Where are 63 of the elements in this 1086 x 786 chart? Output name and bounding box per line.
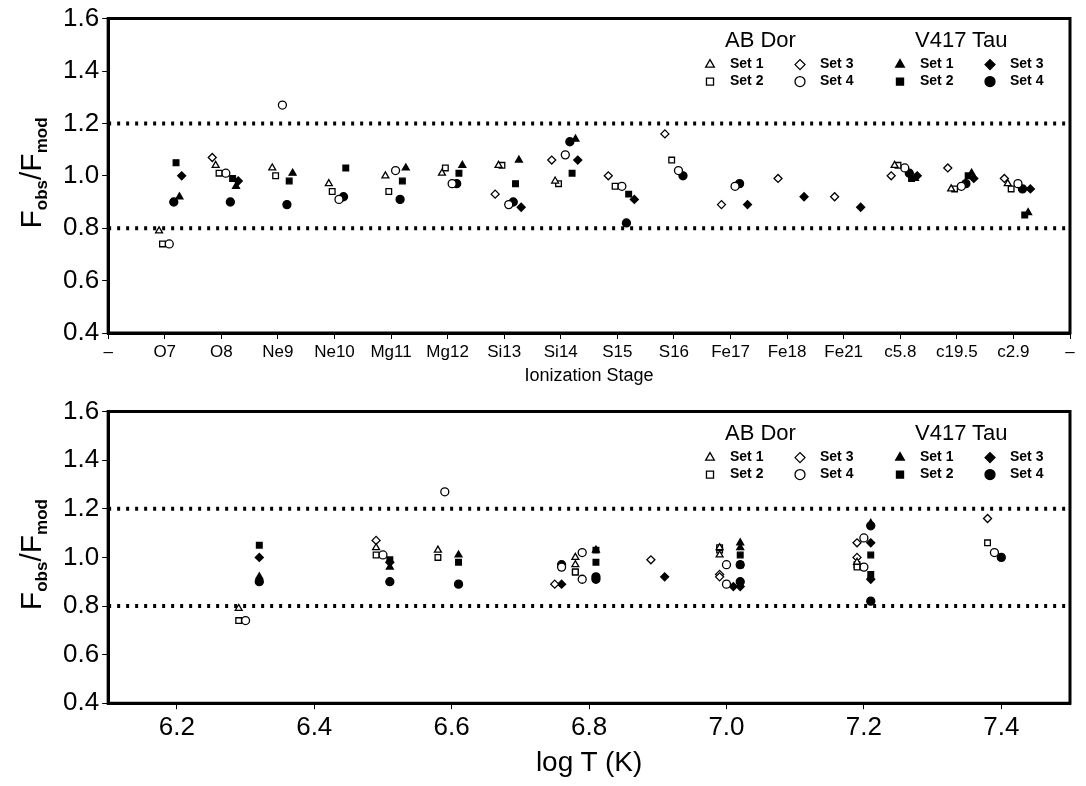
y-axis-title: Fobs/Fmod — [14, 117, 51, 229]
y-tick-label: 1.6 — [62, 394, 100, 425]
x-tick-label: 6.2 — [158, 710, 195, 741]
x-tick-label: 6.4 — [296, 710, 333, 741]
annotation: AB Dor — [725, 419, 796, 445]
y-tick-label: 1.2 — [62, 491, 100, 522]
x-tick-label: S15 — [602, 341, 633, 361]
legend-label: Set 2 — [730, 465, 764, 482]
y-axis-title: Fobs/Fmod — [14, 499, 51, 611]
x-tick-label: 6.8 — [570, 710, 608, 741]
legend-label: Set 4 — [820, 72, 854, 89]
x-tick-label: O7 — [153, 341, 177, 361]
y-tick-label: 0.4 — [62, 316, 100, 347]
y-tick-label: 1.2 — [62, 106, 100, 137]
x-tick-label: 7.2 — [845, 710, 882, 741]
annotation: V417 Tau — [915, 26, 1008, 52]
x-axis-title: log T (K) — [535, 745, 643, 777]
legend-label: Set 1 — [730, 55, 764, 72]
legend-label: Set 3 — [820, 55, 854, 72]
x-tick-label: Fe18 — [767, 341, 807, 361]
y-tick-label: 1.4 — [62, 54, 100, 85]
x-tick-label: Mg11 — [370, 341, 412, 361]
y-tick-label: 0.6 — [62, 263, 100, 294]
x-tick-label: Fe17 — [711, 341, 750, 361]
legend-label: Set 1 — [730, 448, 764, 465]
legend-label: Set 2 — [920, 72, 954, 89]
y-tick-label: 1.0 — [62, 540, 100, 571]
x-tick-label: – — [1065, 341, 1076, 361]
x-tick-label: Si13 — [487, 341, 522, 361]
annotation: V417 Tau — [915, 419, 1008, 445]
x-tick-label: – — [103, 341, 114, 361]
legend-label: Set 1 — [920, 448, 954, 465]
legend-label: Set 4 — [1010, 465, 1044, 482]
y-tick-label: 1.6 — [62, 1, 100, 32]
legend-label: Set 1 — [920, 55, 954, 72]
annotation: AB Dor — [725, 26, 796, 52]
x-tick-label: Ne10 — [314, 341, 355, 361]
legend-label: Set 3 — [1010, 55, 1044, 72]
x-tick-label: 7.4 — [983, 710, 1020, 741]
x-tick-label: c19.5 — [936, 341, 978, 361]
x-tick-label: Ne9 — [262, 341, 294, 361]
x-tick-label: 6.6 — [433, 710, 470, 741]
x-tick-label: 7.0 — [708, 710, 745, 741]
y-tick-label: 0.8 — [62, 589, 100, 620]
legend-label: Set 4 — [1010, 72, 1044, 89]
x-axis-title: Ionization Stage — [524, 365, 654, 386]
y-tick-label: 0.4 — [62, 686, 100, 717]
legend-label: Set 3 — [1010, 448, 1044, 465]
y-tick-label: 1.4 — [62, 443, 100, 474]
y-tick-label: 0.8 — [62, 211, 100, 242]
legend-label: Set 3 — [820, 448, 854, 465]
x-tick-label: c2.9 — [997, 341, 1030, 361]
x-tick-label: Fe21 — [824, 341, 864, 361]
legend-label: Set 2 — [730, 72, 764, 89]
x-tick-label: Si14 — [543, 341, 578, 361]
legend-label: Set 2 — [920, 465, 954, 482]
x-tick-label: S16 — [658, 341, 690, 361]
x-tick-label: Mg12 — [426, 341, 469, 361]
y-tick-label: 0.6 — [62, 637, 100, 668]
x-tick-label: O8 — [209, 341, 233, 361]
y-tick-label: 1.0 — [62, 158, 100, 189]
legend-label: Set 4 — [820, 465, 854, 482]
x-tick-label: c5.8 — [884, 341, 917, 361]
